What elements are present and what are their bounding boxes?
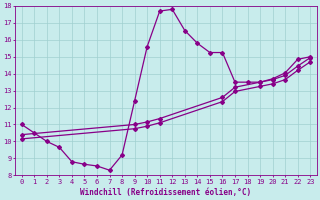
X-axis label: Windchill (Refroidissement éolien,°C): Windchill (Refroidissement éolien,°C): [80, 188, 252, 197]
